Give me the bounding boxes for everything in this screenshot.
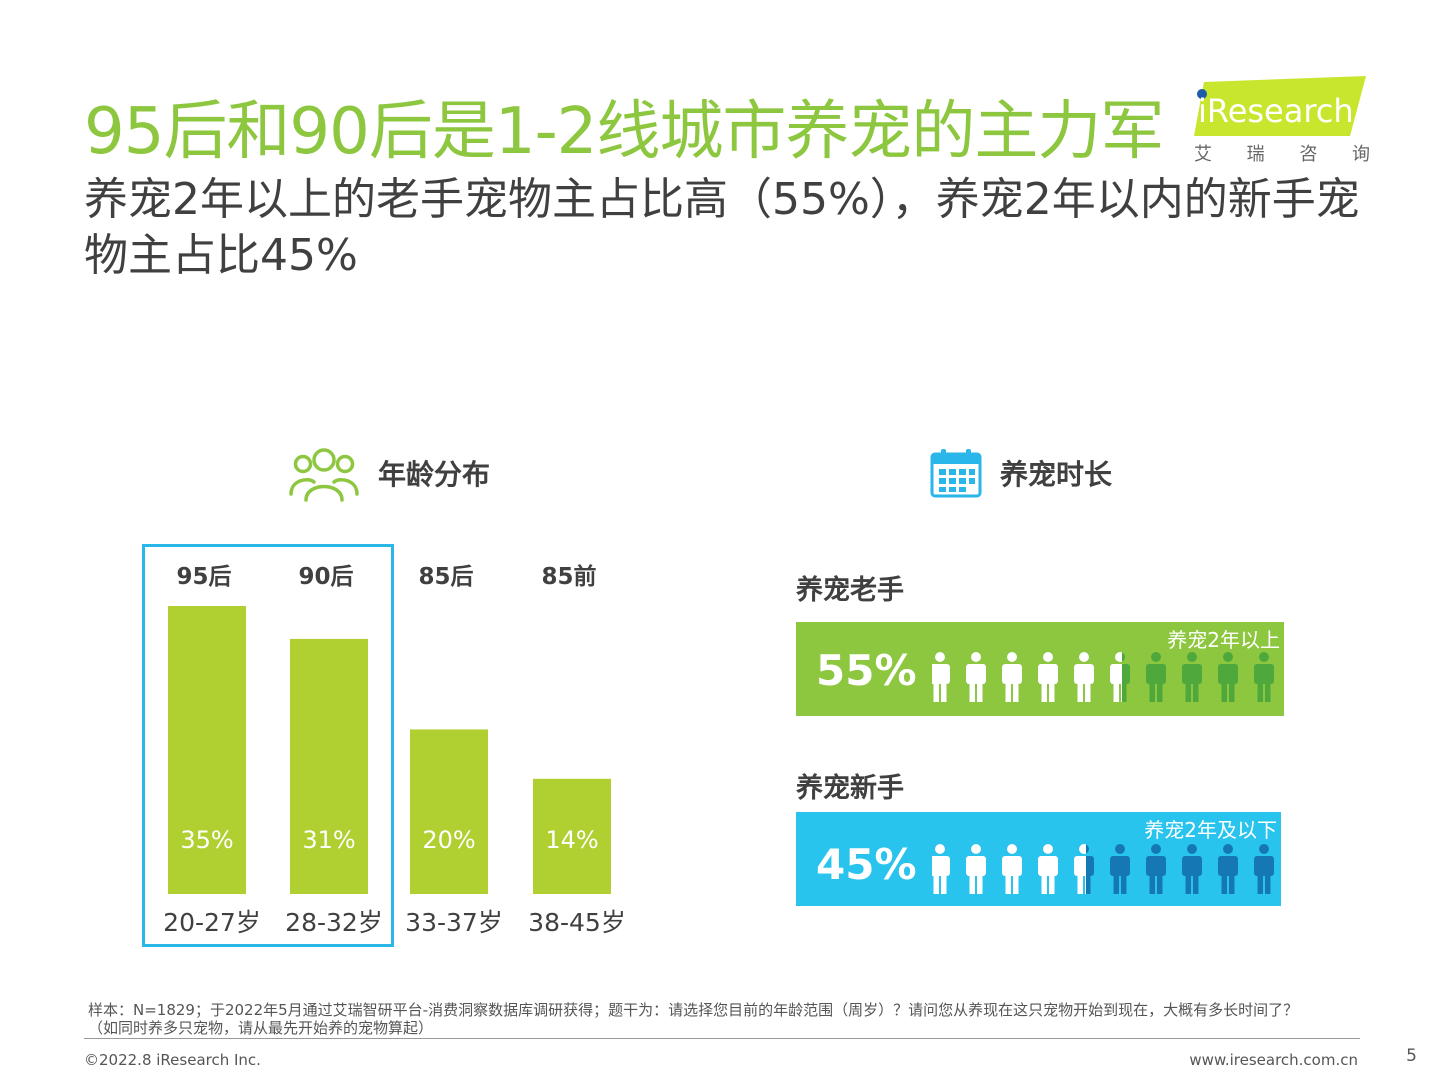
logo-wordmark: iResearch bbox=[1198, 92, 1354, 130]
bar bbox=[168, 606, 246, 894]
person-icon bbox=[1002, 652, 1022, 702]
logo-tagline-char: 瑞 bbox=[1246, 144, 1265, 165]
category-label: 38-45岁 bbox=[528, 908, 626, 937]
bar-value-label: 20% bbox=[422, 826, 475, 854]
calendar-icon bbox=[930, 449, 982, 498]
person-icon bbox=[1182, 844, 1202, 894]
bar bbox=[290, 638, 368, 894]
category-label: 20-27岁 bbox=[163, 908, 261, 937]
veteran-note: 养宠2年以上 bbox=[1167, 628, 1280, 652]
novice-label: 养宠新手 bbox=[796, 773, 904, 804]
person-icon bbox=[1218, 652, 1238, 702]
highlight-box bbox=[142, 544, 394, 947]
age-bar-chart: 35% 95后 20-27岁 31% 90后 28-32岁 20% 85后 33-37岁 14% 8… bbox=[163, 563, 626, 937]
person-icon bbox=[1038, 844, 1058, 894]
category-label: 28-32岁 bbox=[285, 908, 383, 937]
novice-percent: 45% bbox=[816, 840, 917, 889]
footnote-line-2: （如同时养多只宠物，请从最先开始养的宠物算起） bbox=[88, 1019, 434, 1037]
bar-value-label: 14% bbox=[545, 826, 598, 854]
person-icon bbox=[1146, 652, 1166, 702]
duration-section-heading: 养宠时长 bbox=[930, 448, 1112, 498]
category-label: 33-37岁 bbox=[405, 908, 503, 937]
veteran-percent: 55% bbox=[816, 646, 917, 695]
group-label: 85后 bbox=[418, 564, 473, 590]
footnote: 样本：N=1829；于2022年5月通过艾瑞智研平台-消费洞察数据库调研获得；题… bbox=[88, 1001, 1388, 1037]
person-icon bbox=[1002, 844, 1022, 894]
person-icon bbox=[1074, 844, 1086, 894]
person-icon bbox=[1038, 652, 1058, 702]
veteran-label: 养宠老手 bbox=[796, 575, 904, 606]
group-label: 95后 bbox=[176, 564, 231, 590]
bar bbox=[533, 778, 611, 894]
logo-tagline: 艾 瑞 咨 询 bbox=[1194, 140, 1370, 166]
bar-value-label: 31% bbox=[302, 826, 355, 854]
people-group-icon bbox=[289, 448, 359, 502]
logo-tagline-char: 询 bbox=[1351, 144, 1370, 165]
veteran-band: 55% 养宠2年以上 bbox=[796, 622, 1284, 716]
person-icon bbox=[1182, 652, 1202, 702]
footer-divider bbox=[84, 1038, 1360, 1039]
page-number: 5 bbox=[1406, 1046, 1417, 1066]
age-section-heading: 年龄分布 bbox=[288, 444, 490, 502]
person-icon bbox=[1074, 652, 1094, 702]
group-label: 90后 bbox=[298, 564, 353, 590]
page-title: 95后和90后是1-2线城市养宠的主力军 bbox=[84, 95, 1164, 169]
logo-tagline-char: 咨 bbox=[1299, 144, 1318, 165]
novice-note: 养宠2年及以下 bbox=[1144, 818, 1277, 842]
person-icon bbox=[1254, 652, 1274, 702]
veteran-people-row bbox=[932, 652, 1274, 702]
person-icon bbox=[932, 652, 950, 702]
person-icon bbox=[1254, 844, 1274, 894]
person-icon bbox=[1110, 844, 1130, 894]
person-icon bbox=[1218, 844, 1238, 894]
logo-tagline-char: 艾 bbox=[1194, 144, 1212, 165]
page-subtitle: 养宠2年以上的老手宠物主占比高（55%），养宠2年以内的新手宠物主占比45% bbox=[84, 174, 1360, 281]
group-label: 85前 bbox=[541, 563, 596, 590]
footnote-line-1: 样本：N=1829；于2022年5月通过艾瑞智研平台-消费洞察数据库调研获得；题… bbox=[88, 1001, 1299, 1019]
age-section-title: 年龄分布 bbox=[378, 458, 491, 491]
person-icon bbox=[966, 844, 986, 894]
person-icon bbox=[1110, 652, 1122, 702]
person-icon bbox=[966, 652, 986, 702]
duration-section-title: 养宠时长 bbox=[1000, 458, 1113, 491]
novice-band: 45% 养宠2年及以下 bbox=[796, 812, 1281, 906]
novice-people-row bbox=[932, 844, 1274, 894]
bar-value-label: 35% bbox=[180, 826, 233, 854]
person-icon bbox=[1146, 844, 1166, 894]
bar bbox=[410, 729, 488, 894]
copyright: ©2022.8 iResearch Inc. bbox=[84, 1051, 261, 1069]
person-icon bbox=[932, 844, 950, 894]
website-link[interactable]: www.iresearch.com.cn bbox=[1189, 1051, 1358, 1069]
iresearch-logo: iResearch bbox=[1194, 76, 1366, 136]
